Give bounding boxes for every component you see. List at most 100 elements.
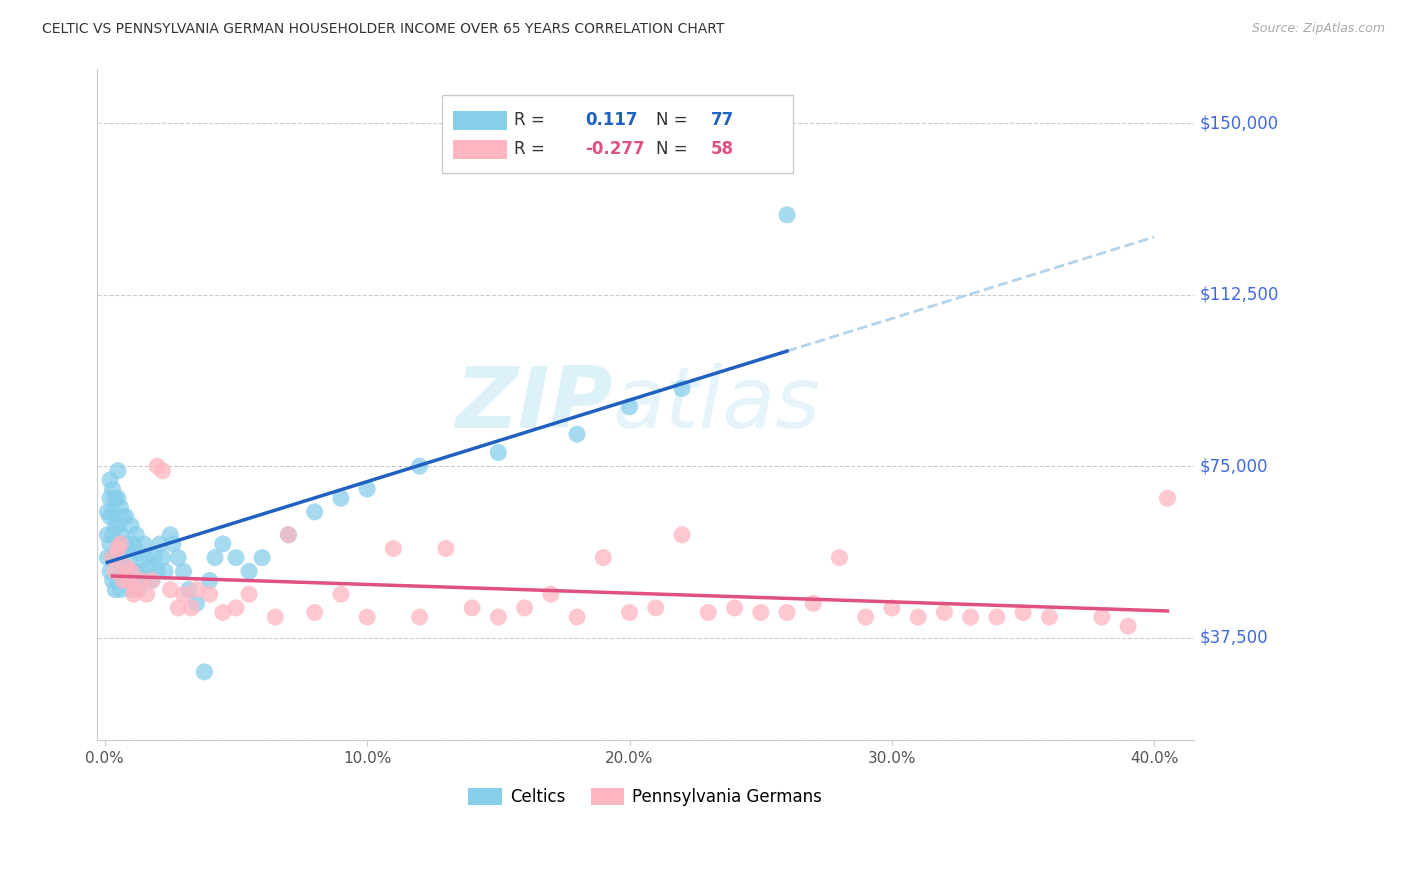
Point	[107, 464, 129, 478]
Text: $75,000: $75,000	[1199, 458, 1268, 475]
Point	[172, 587, 194, 601]
Point	[104, 582, 127, 597]
Point	[114, 509, 136, 524]
Point	[135, 550, 157, 565]
Point	[125, 528, 148, 542]
Point	[159, 582, 181, 597]
Text: N =: N =	[657, 112, 688, 129]
Point	[122, 574, 145, 588]
Point	[801, 596, 824, 610]
Point	[408, 459, 430, 474]
Point	[98, 565, 121, 579]
Point	[132, 574, 155, 588]
Point	[486, 610, 509, 624]
Point	[122, 587, 145, 601]
Text: R =: R =	[513, 112, 544, 129]
Point	[114, 537, 136, 551]
Point	[565, 610, 588, 624]
Point	[131, 574, 153, 588]
Point	[110, 582, 132, 597]
Point	[329, 587, 352, 601]
Point	[434, 541, 457, 556]
Point	[120, 518, 142, 533]
Point	[1012, 606, 1035, 620]
Point	[101, 505, 124, 519]
Point	[172, 565, 194, 579]
Point	[96, 505, 118, 519]
Point	[619, 606, 641, 620]
Point	[167, 601, 190, 615]
Point	[934, 606, 956, 620]
Point	[277, 528, 299, 542]
Point	[110, 500, 132, 515]
Text: R =: R =	[513, 140, 544, 158]
Text: 58: 58	[711, 140, 734, 158]
Point	[110, 537, 132, 551]
Point	[132, 537, 155, 551]
Point	[250, 550, 273, 565]
Point	[117, 574, 139, 588]
Text: atlas: atlas	[613, 363, 820, 446]
Point	[225, 550, 247, 565]
Point	[513, 601, 536, 615]
Text: ZIP: ZIP	[454, 363, 613, 446]
Point	[855, 610, 877, 624]
Point	[1156, 491, 1178, 506]
Point	[135, 587, 157, 601]
Point	[125, 582, 148, 597]
Legend: Celtics, Pennsylvania Germans: Celtics, Pennsylvania Germans	[461, 781, 828, 813]
Point	[959, 610, 981, 624]
Text: $37,500: $37,500	[1199, 629, 1268, 647]
Point	[141, 574, 163, 588]
Point	[101, 574, 124, 588]
Point	[277, 528, 299, 542]
Point	[1116, 619, 1139, 633]
Text: Source: ZipAtlas.com: Source: ZipAtlas.com	[1251, 22, 1385, 36]
Point	[592, 550, 614, 565]
Point	[107, 574, 129, 588]
Point	[101, 482, 124, 496]
Point	[122, 537, 145, 551]
FancyBboxPatch shape	[453, 140, 508, 160]
Point	[193, 665, 215, 679]
Text: $150,000: $150,000	[1199, 114, 1278, 132]
Point	[198, 574, 221, 588]
Point	[880, 601, 903, 615]
Point	[125, 565, 148, 579]
Point	[907, 610, 929, 624]
Point	[186, 596, 208, 610]
Point	[153, 565, 176, 579]
Point	[138, 559, 160, 574]
Point	[104, 491, 127, 506]
Point	[159, 528, 181, 542]
Point	[776, 606, 799, 620]
Point	[408, 610, 430, 624]
Point	[619, 400, 641, 414]
Point	[264, 610, 287, 624]
Point	[697, 606, 720, 620]
FancyBboxPatch shape	[453, 111, 508, 130]
Point	[828, 550, 851, 565]
Point	[110, 555, 132, 569]
Point	[177, 582, 200, 597]
Point	[101, 528, 124, 542]
FancyBboxPatch shape	[443, 95, 793, 173]
Point	[104, 550, 127, 565]
Point	[1038, 610, 1060, 624]
Point	[107, 546, 129, 560]
Point	[152, 550, 174, 565]
Point	[98, 491, 121, 506]
Point	[1091, 610, 1114, 624]
Point	[211, 606, 233, 620]
Point	[186, 582, 208, 597]
Point	[225, 601, 247, 615]
Point	[162, 537, 184, 551]
Point	[167, 550, 190, 565]
Point	[110, 528, 132, 542]
Point	[104, 518, 127, 533]
Point	[143, 550, 166, 565]
Point	[149, 537, 172, 551]
Point	[141, 574, 163, 588]
Point	[461, 601, 484, 615]
Point	[329, 491, 352, 506]
